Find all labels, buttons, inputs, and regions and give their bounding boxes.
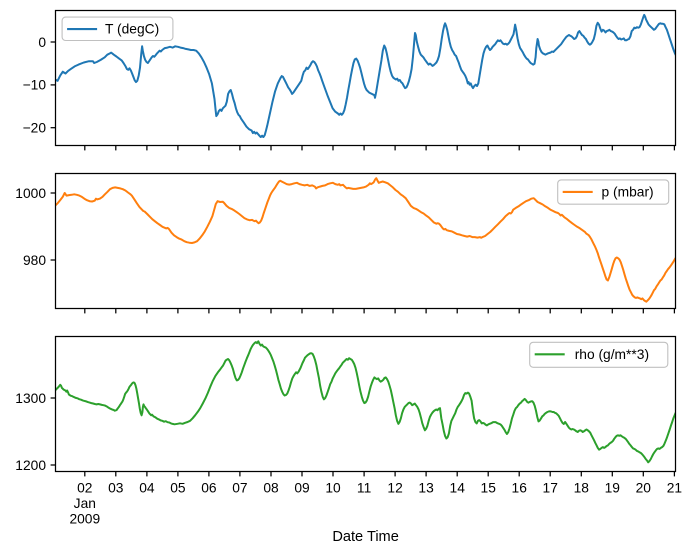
svg-text:0: 0 — [38, 35, 46, 50]
svg-text:−10: −10 — [23, 78, 47, 93]
svg-text:Date Time: Date Time — [332, 529, 399, 545]
svg-text:11: 11 — [357, 481, 371, 496]
svg-text:1300: 1300 — [15, 391, 46, 406]
svg-text:20: 20 — [636, 481, 652, 496]
svg-text:04: 04 — [139, 481, 155, 496]
svg-text:05: 05 — [170, 481, 186, 496]
svg-text:19: 19 — [605, 481, 621, 496]
svg-text:980: 980 — [23, 253, 46, 268]
svg-text:21: 21 — [667, 481, 682, 496]
svg-text:12: 12 — [387, 481, 402, 496]
svg-text:2009: 2009 — [69, 511, 100, 526]
svg-text:−20: −20 — [23, 121, 47, 136]
svg-text:15: 15 — [481, 481, 497, 496]
svg-text:07: 07 — [232, 481, 247, 496]
svg-text:17: 17 — [543, 481, 558, 496]
svg-text:1200: 1200 — [15, 458, 46, 473]
svg-text:13: 13 — [418, 481, 434, 496]
svg-text:14: 14 — [450, 481, 466, 496]
svg-text:02: 02 — [77, 481, 92, 496]
svg-text:16: 16 — [512, 481, 528, 496]
svg-text:Jan: Jan — [74, 496, 96, 511]
svg-text:09: 09 — [294, 481, 310, 496]
svg-text:p (mbar): p (mbar) — [602, 185, 654, 200]
svg-text:T (degC): T (degC) — [105, 22, 159, 37]
svg-text:08: 08 — [263, 481, 279, 496]
svg-text:10: 10 — [325, 481, 341, 496]
svg-text:1000: 1000 — [15, 186, 46, 201]
svg-text:rho (g/m**3): rho (g/m**3) — [575, 347, 649, 362]
svg-text:06: 06 — [201, 481, 217, 496]
svg-text:18: 18 — [574, 481, 590, 496]
svg-text:03: 03 — [108, 481, 124, 496]
